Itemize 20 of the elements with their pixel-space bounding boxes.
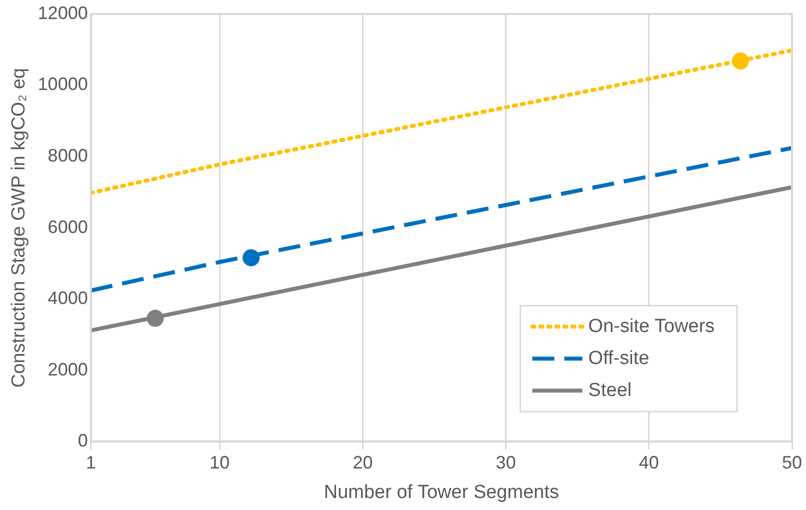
x-tick-label: 50 xyxy=(782,452,802,472)
legend-label: Steel xyxy=(588,380,632,401)
y-tick-label: 8000 xyxy=(48,146,88,166)
line-series xyxy=(90,146,792,293)
x-tick-label: 10 xyxy=(210,452,230,472)
x-tick-label: 1 xyxy=(86,452,96,472)
y-tick-label: 2000 xyxy=(48,359,88,380)
legend-label: Off-site xyxy=(588,348,650,369)
y-tick-label: 12000 xyxy=(38,2,88,23)
y-axis-title: Construction Stage GWP in kgCO₂ eq xyxy=(8,68,30,388)
x-tick-label: 30 xyxy=(496,452,516,472)
legend-label: On-site Towers xyxy=(588,316,715,337)
x-tick-label: 20 xyxy=(352,452,373,472)
y-tick-label: 0 xyxy=(78,430,88,451)
y-tick-label: 4000 xyxy=(48,288,88,308)
x-axis-title: Number of Tower Segments xyxy=(324,482,560,503)
line-series xyxy=(90,48,792,195)
y-tick-label: 10000 xyxy=(38,74,88,94)
x-tick-label: 40 xyxy=(638,452,659,472)
y-tick-label: 6000 xyxy=(48,216,88,237)
